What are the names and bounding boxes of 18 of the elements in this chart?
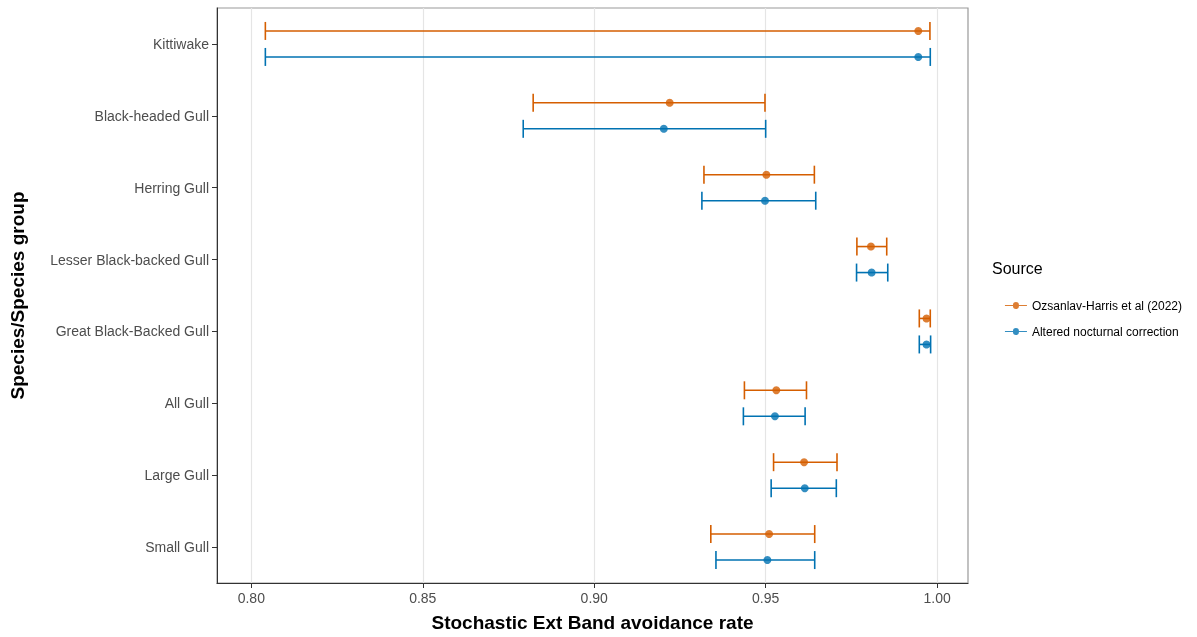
y-tick-label: Great Black-Backed Gull (55, 323, 209, 340)
x-tick-label: 0.95 (752, 590, 780, 606)
x-tick-label: 1.00 (923, 590, 951, 606)
y-tick-label: Kittiwake (152, 35, 210, 52)
x-tick-label: 0.80 (237, 590, 266, 606)
legend-label: Altered nocturnal correction (1031, 324, 1179, 339)
x-tick-label: 0.85 (409, 590, 437, 606)
y-axis-title: Species/Species group (7, 191, 28, 400)
legend-title: Source (992, 259, 1043, 277)
y-tick-label: Small Gull (145, 539, 209, 556)
y-tick-label: Large Gull (144, 467, 209, 484)
y-tick-label: Herring Gull (134, 179, 209, 196)
legend-label: Ozsanlav-Harris et al (2022) (1031, 298, 1183, 313)
y-tick-label: Lesser Black-backed Gull (50, 251, 209, 268)
x-axis-title: Stochastic Ext Band avoidance rate (431, 612, 754, 633)
y-tick-label: Black-headed Gull (94, 107, 209, 124)
x-tick-label: 0.90 (580, 590, 609, 606)
y-tick-label: All Gull (164, 395, 209, 412)
